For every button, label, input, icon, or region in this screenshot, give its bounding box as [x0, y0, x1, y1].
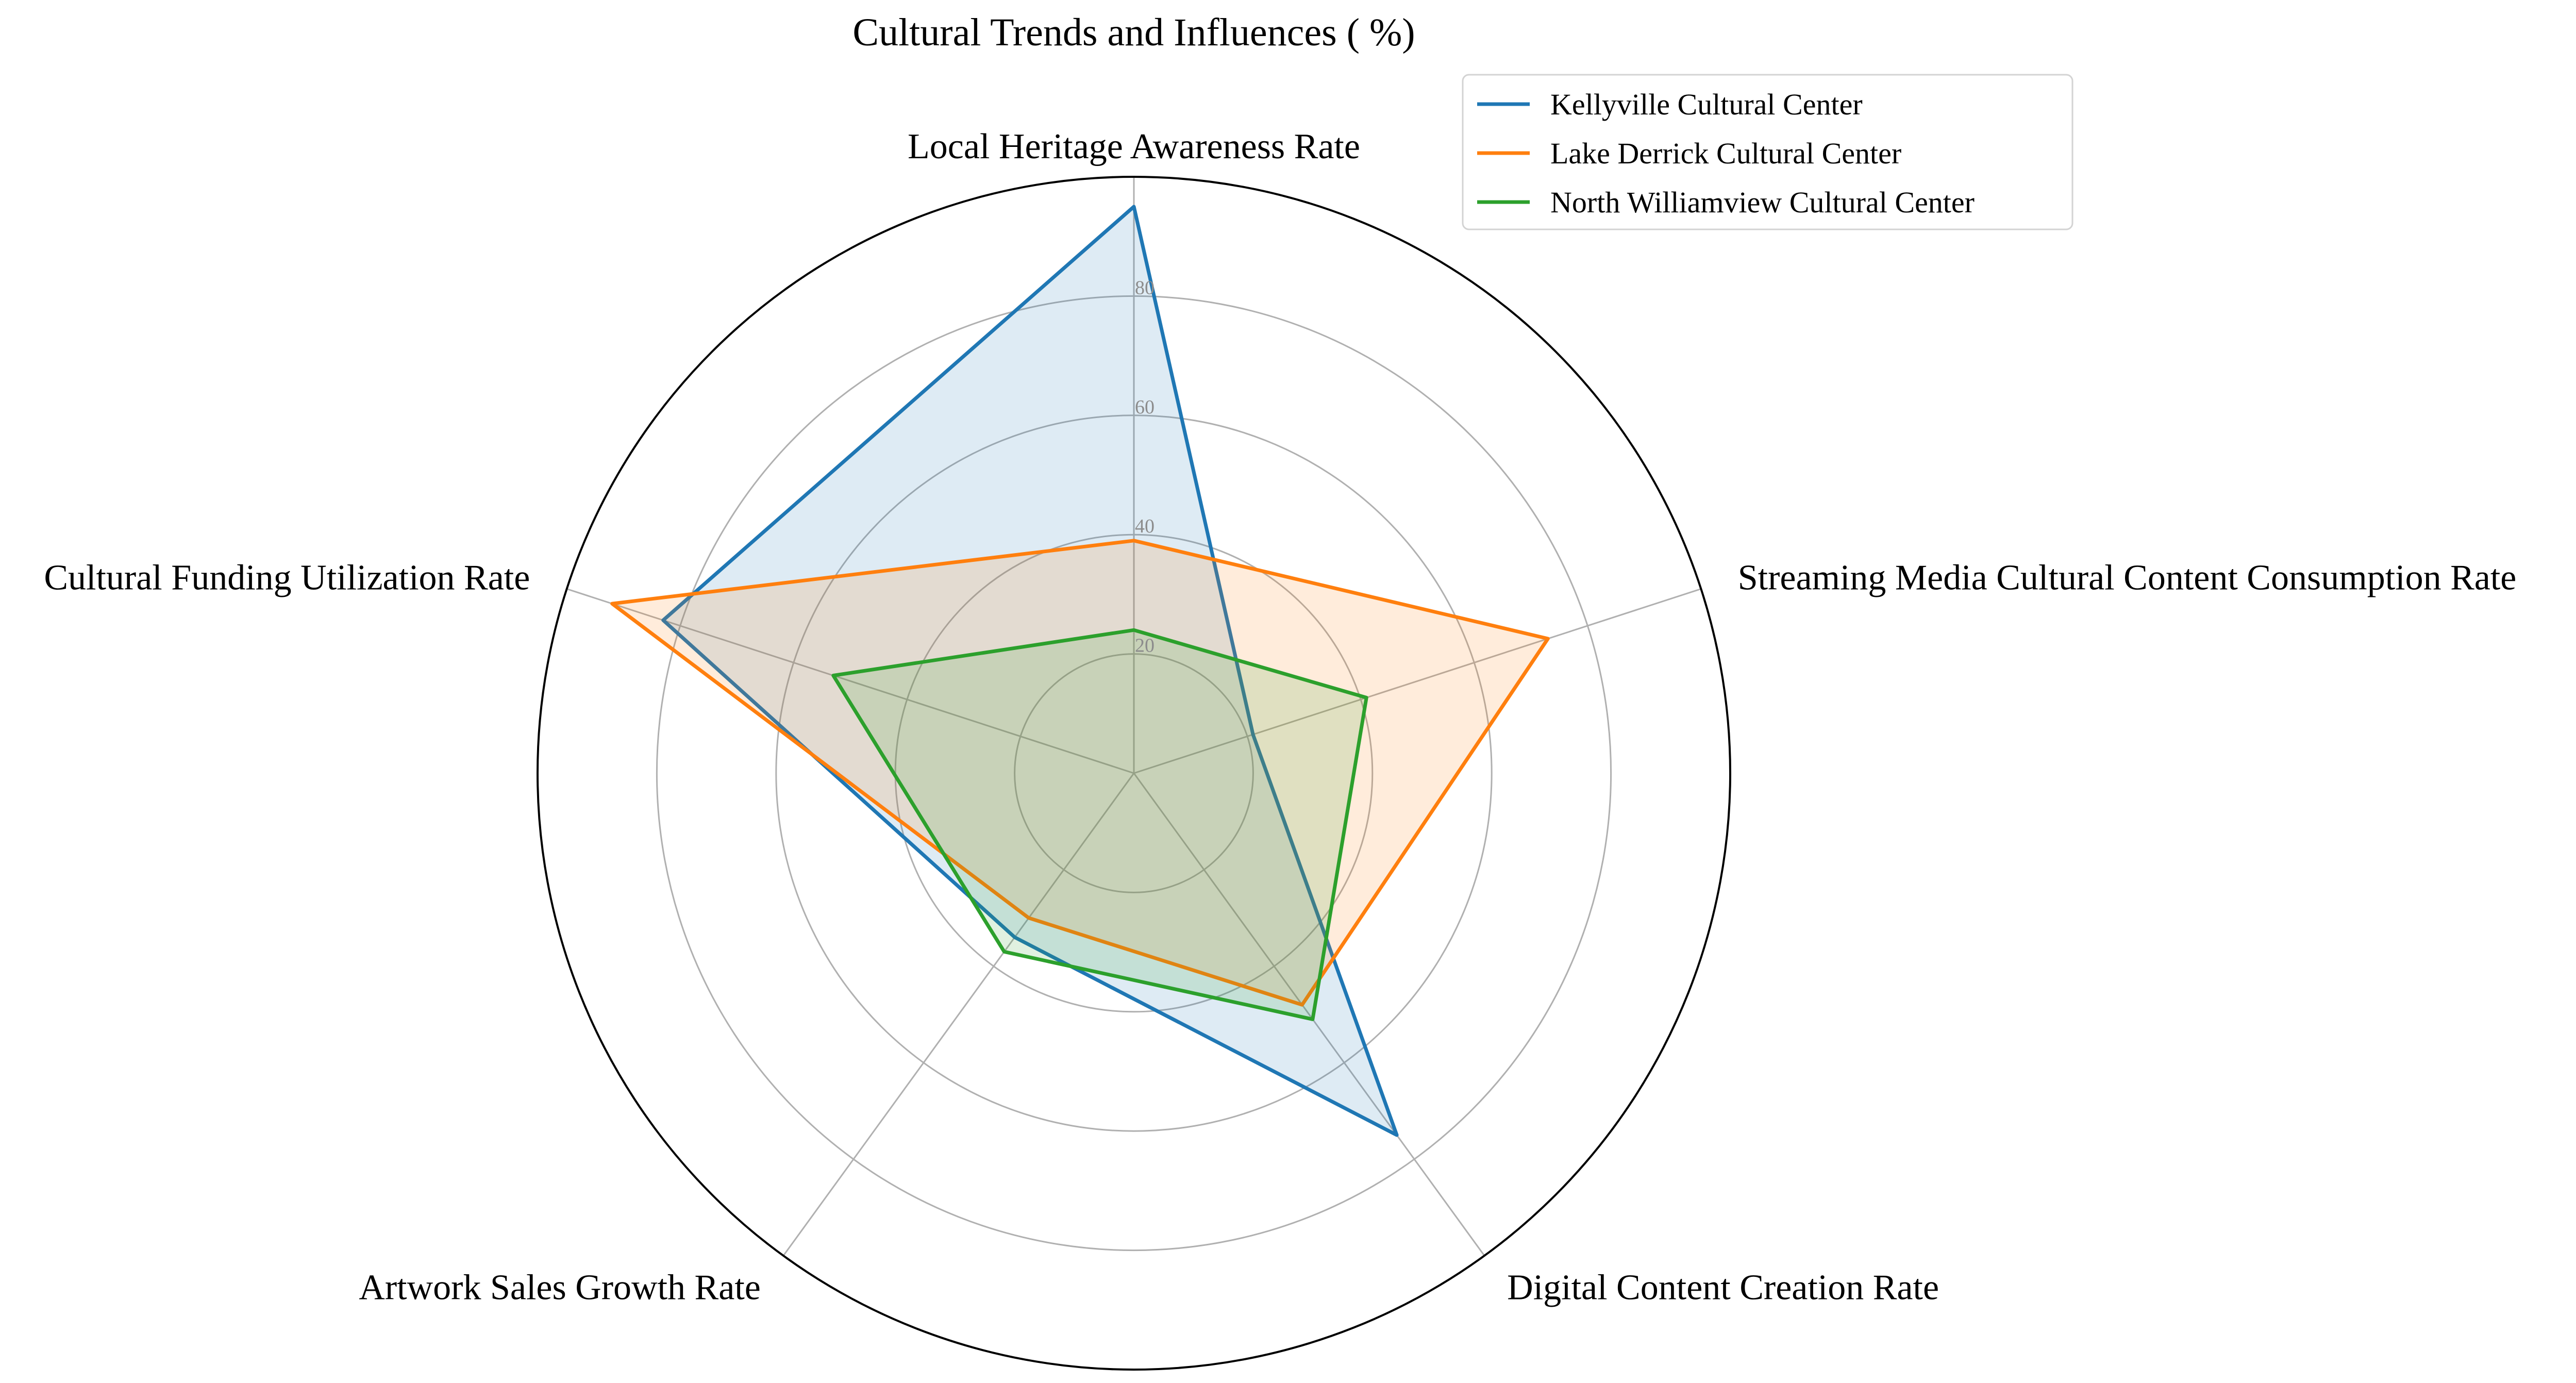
data-point: [1028, 917, 1029, 919]
legend-entry: North Williamview Cultural Center: [1550, 186, 1975, 219]
tick-label: 80: [1135, 277, 1155, 298]
radar-grid: [537, 176, 1731, 1371]
series-line: [661, 205, 1399, 1137]
series-area: [663, 206, 1397, 1135]
legend-box: [1462, 74, 2073, 230]
data-point: [1133, 540, 1134, 541]
radar-axis-labels: Local Heritage Awareness Rate Streaming M…: [44, 127, 2516, 1308]
grid-spoke: [1133, 588, 1701, 774]
series-line: [610, 539, 1550, 1007]
axis-label: Cultural Funding Utilization Rate: [44, 558, 530, 597]
axis-label: Streaming Media Cultural Content Consump…: [1738, 558, 2517, 597]
data-point: [1366, 697, 1367, 698]
series-area: [612, 540, 1548, 1005]
tick-label: 40: [1135, 515, 1155, 537]
radar-tick-labels: 20 40 60 80: [1135, 277, 1155, 656]
data-point: [1547, 638, 1549, 640]
grid-spoke: [1133, 773, 1485, 1256]
legend-entry: Lake Derrick Cultural Center: [1550, 137, 1901, 170]
tick-label: 60: [1135, 396, 1155, 418]
series-line: [831, 628, 1368, 1021]
data-point: [1252, 734, 1254, 735]
outer-frame: [537, 176, 1731, 1371]
legend: Kellyville Cultural Center Lake Derrick C…: [1462, 74, 2073, 230]
data-point: [1312, 1019, 1313, 1020]
data-point: [1133, 629, 1134, 631]
grid-spoke: [566, 588, 1134, 774]
legend-entry: Kellyville Cultural Center: [1550, 88, 1863, 121]
series-area: [833, 630, 1367, 1020]
tick-label: 20: [1135, 635, 1155, 657]
radar-series: [610, 205, 1550, 1137]
data-point: [1003, 951, 1005, 953]
data-point: [1301, 1004, 1303, 1006]
grid-spoke: [782, 773, 1135, 1256]
axis-label: Local Heritage Awareness Rate: [908, 127, 1360, 166]
data-point: [662, 620, 664, 621]
axis-label: Artwork Sales Growth Rate: [359, 1268, 761, 1308]
chart-title: Cultural Trends and Influences ( %): [852, 11, 1415, 54]
data-point: [611, 603, 613, 605]
data-point: [1014, 937, 1015, 938]
data-point: [1396, 1135, 1398, 1136]
axis-label: Digital Content Creation Rate: [1507, 1268, 1939, 1308]
data-point: [1133, 206, 1134, 207]
data-point: [832, 675, 834, 676]
